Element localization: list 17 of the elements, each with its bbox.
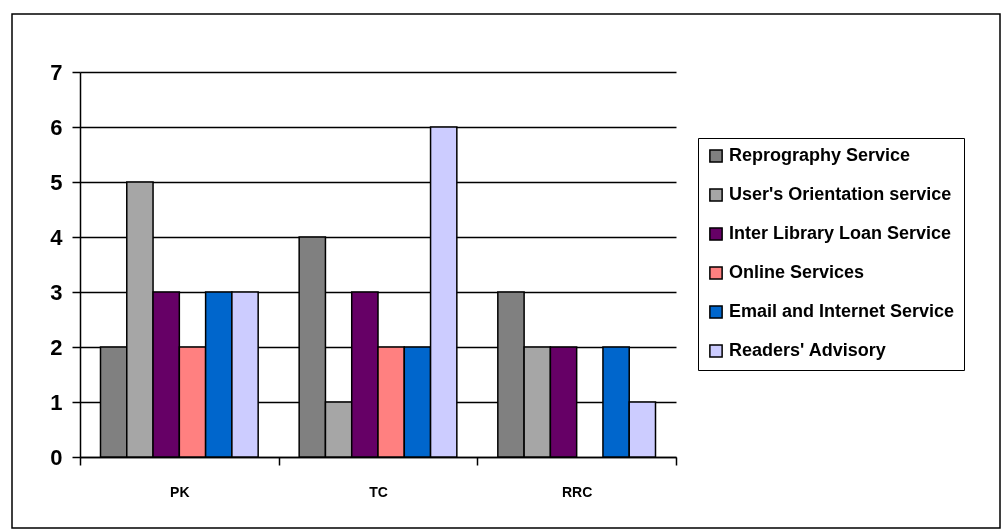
y-tick-label: 0 bbox=[50, 444, 63, 470]
legend-label: Reprography Service bbox=[729, 145, 911, 165]
legend-label: Online Services bbox=[729, 262, 865, 282]
y-tick-label: 1 bbox=[50, 389, 63, 415]
y-tick-label: 5 bbox=[50, 169, 63, 195]
legend-label: Readers' Advisory bbox=[729, 340, 886, 360]
y-tick-label: 4 bbox=[50, 224, 64, 250]
legend-label: Inter Library Loan Service bbox=[729, 223, 952, 243]
y-tick-label: 3 bbox=[50, 279, 63, 305]
x-tick-label: RRC bbox=[561, 483, 593, 500]
y-tick-label: 7 bbox=[50, 59, 63, 85]
y-tick-label: 2 bbox=[50, 334, 63, 360]
y-tick-label: 6 bbox=[50, 114, 63, 140]
x-tick-label: TC bbox=[369, 483, 388, 500]
legend-label: User's Orientation service bbox=[729, 184, 952, 204]
x-tick-label: PK bbox=[170, 483, 190, 500]
legend-label: Email and Internet Service bbox=[729, 301, 955, 321]
